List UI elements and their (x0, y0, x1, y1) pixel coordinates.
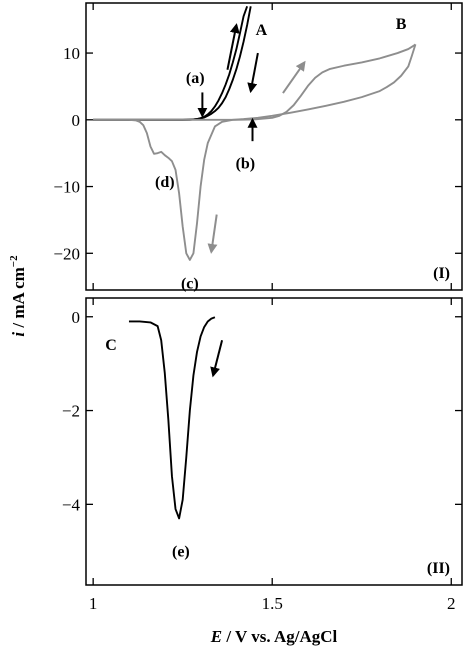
x-axis-title: E / V vs. Ag/AgCl (210, 627, 338, 646)
annotation-label: (b) (236, 156, 256, 173)
direction-arrow (210, 339, 224, 378)
annotation-label: A (256, 22, 268, 39)
annotation-label: C (105, 337, 117, 354)
annotation-label: B (396, 16, 407, 33)
series-line-c-0 (128, 316, 216, 520)
direction-arrow (226, 23, 240, 70)
direction-arrow (207, 214, 218, 254)
panel-label: (II) (427, 560, 450, 577)
plot-frame (85, 297, 463, 586)
y-tick-label: 0 (72, 111, 81, 130)
panel-I: −20 −10 0 10 A B (a) (b) (c) (d) (I) (53, 2, 463, 293)
x-tick-label: 2 (447, 594, 456, 613)
direction-arrow (247, 52, 259, 94)
panel-II: −4 −2 0 1 1.5 2 C (e) (II) E / V vs. Ag/AgCl (62, 297, 463, 646)
y-tick-label: −2 (62, 402, 80, 421)
y-tick-label: −20 (53, 244, 80, 263)
y-tick-label: 10 (63, 44, 80, 63)
plot-frame (85, 2, 463, 291)
x-tick-label: 1.5 (262, 594, 283, 613)
series-line-b-2 (93, 43, 417, 121)
annotation-label: (e) (172, 543, 190, 560)
y-axis-title: i / mA cm−2 (8, 255, 28, 337)
annotation-label: (c) (181, 276, 199, 293)
series-line-b-3 (93, 44, 417, 261)
direction-arrow (282, 60, 306, 94)
y-tick-label: −10 (53, 178, 80, 197)
annotation-label: (d) (155, 174, 175, 191)
panel-label: (I) (433, 265, 450, 282)
y-tick-label: −4 (62, 495, 81, 514)
series-line-a-0 (93, 6, 252, 121)
annotation-label: (a) (186, 70, 205, 87)
x-tick-label: 1 (89, 594, 98, 613)
series-line-a-1 (93, 6, 249, 121)
y-tick-label: 0 (72, 308, 81, 327)
